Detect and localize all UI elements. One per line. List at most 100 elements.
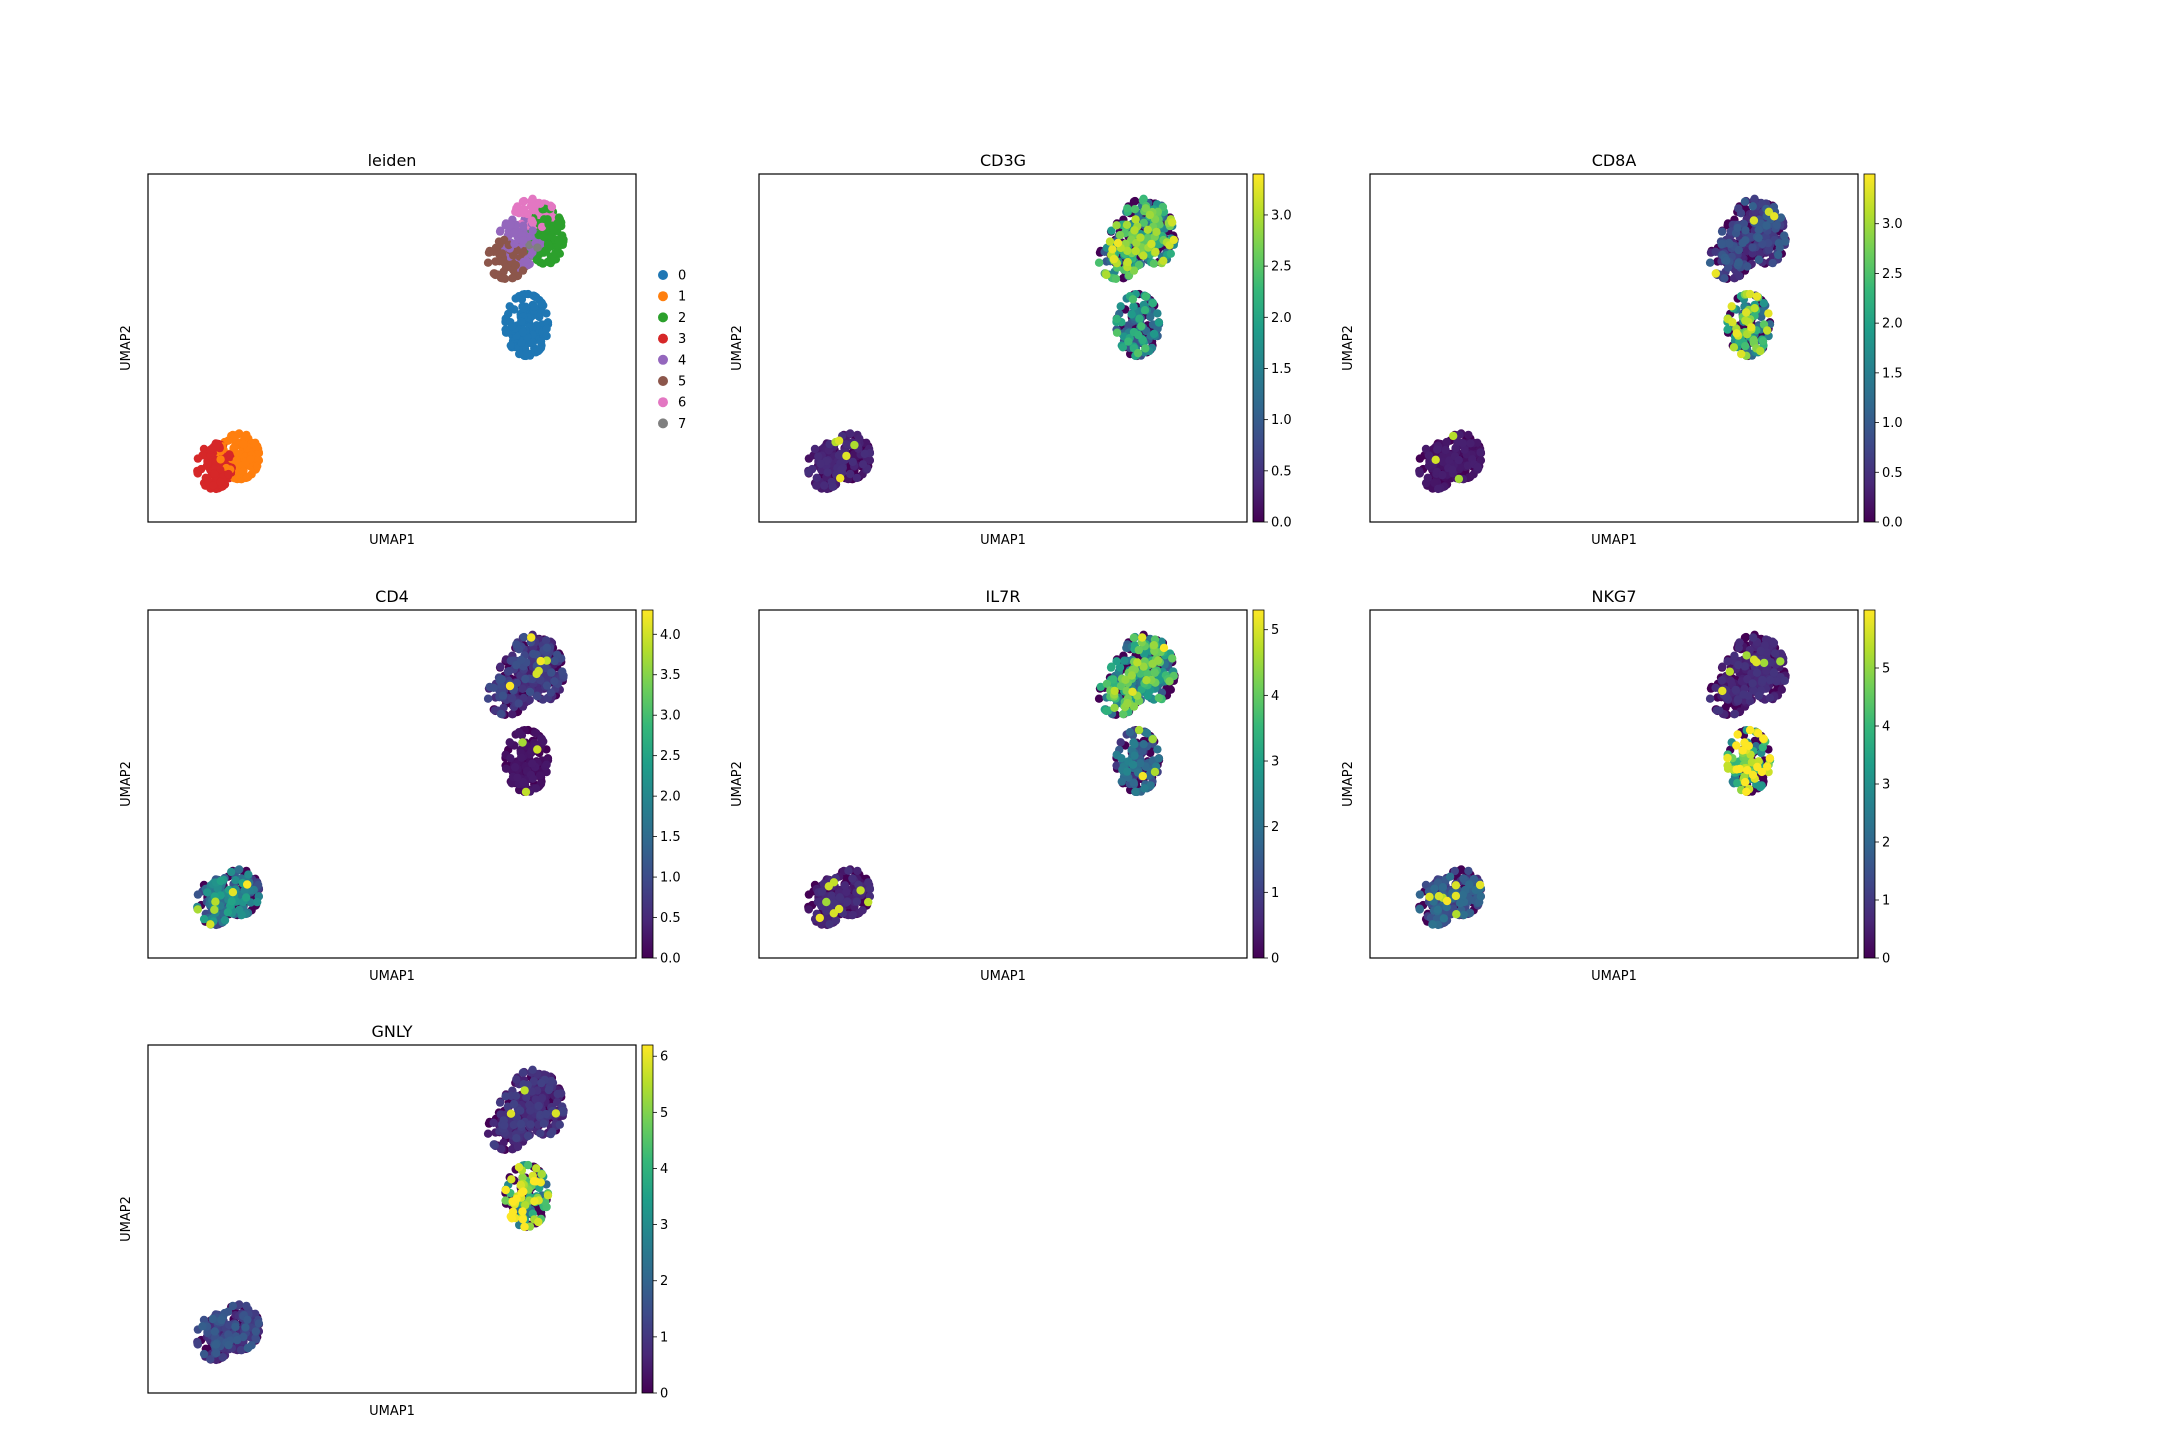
cell-point — [227, 867, 236, 877]
cell-point — [843, 897, 852, 906]
cell-point — [1458, 439, 1467, 448]
panel-title: IL7R — [986, 587, 1021, 606]
cell-point — [1147, 239, 1156, 249]
cell-point — [1466, 439, 1475, 448]
cell-point — [512, 660, 521, 670]
cell-point — [1128, 760, 1138, 769]
cell-point — [510, 239, 519, 248]
cell-point — [508, 710, 517, 719]
colorbar-tick-label: 3 — [1882, 778, 1890, 793]
cell-point — [1756, 346, 1765, 356]
cell-point — [203, 888, 212, 897]
colorbar-tick-label: 1.0 — [660, 871, 681, 886]
cell-point — [1112, 328, 1122, 337]
cell-point — [1168, 654, 1177, 663]
cell-point — [1754, 255, 1764, 264]
cell-point — [551, 248, 560, 257]
cell-point — [1140, 306, 1150, 315]
cell-point — [544, 1085, 554, 1095]
cell-point — [1742, 787, 1751, 796]
cell-point — [206, 920, 215, 929]
cell-point — [1741, 777, 1750, 787]
colorbar-tick-label: 2.0 — [1271, 311, 1292, 326]
cell-point — [537, 299, 546, 308]
cell-point — [554, 221, 563, 230]
cell-point — [518, 1068, 528, 1077]
cell-point — [1154, 318, 1164, 327]
colorbar-tick-label: 3 — [1271, 755, 1279, 770]
y-axis-label: UMAP2 — [119, 761, 134, 807]
scatter-points — [804, 194, 1179, 494]
cell-point — [246, 455, 255, 464]
cell-point — [530, 1197, 539, 1206]
colorbar-gradient — [641, 609, 654, 959]
cell-point — [1107, 662, 1116, 671]
cell-point — [1756, 782, 1765, 792]
y-axis-label: UMAP2 — [1341, 761, 1356, 807]
cell-point — [837, 465, 846, 474]
cell-point — [501, 1185, 510, 1195]
cell-point — [1441, 445, 1450, 455]
colorbar-tick-label: 1.0 — [1271, 413, 1292, 428]
cell-point — [553, 1089, 562, 1099]
cell-point — [193, 1339, 202, 1349]
cell-point — [542, 643, 552, 652]
cell-point — [817, 887, 826, 896]
cell-point — [508, 274, 517, 283]
cell-point — [1094, 258, 1104, 267]
cell-point — [1159, 643, 1169, 653]
cell-point — [1134, 725, 1144, 735]
cell-point — [235, 865, 244, 874]
cell-point — [516, 1106, 525, 1115]
cell-point — [815, 913, 824, 923]
cell-point — [848, 457, 857, 467]
cell-point — [810, 444, 820, 454]
cell-point — [1119, 710, 1128, 719]
cell-point — [848, 910, 857, 920]
colorbar-gradient — [641, 1044, 654, 1394]
cell-point — [1705, 258, 1715, 267]
cell-point — [835, 893, 844, 902]
cell-point — [1476, 448, 1485, 457]
cell-point — [536, 199, 545, 208]
cell-point — [1712, 706, 1722, 715]
cell-point — [1723, 753, 1732, 763]
cell-point — [558, 667, 567, 676]
cell-point — [498, 249, 507, 258]
cell-point — [1415, 468, 1424, 477]
panel-title: CD4 — [375, 587, 409, 606]
cell-point — [823, 468, 832, 477]
cell-point — [528, 774, 537, 783]
cell-point — [520, 1222, 529, 1232]
legend-label: 5 — [678, 375, 686, 390]
cell-point — [517, 317, 526, 326]
cell-point — [1451, 891, 1461, 901]
cell-point — [1742, 308, 1751, 317]
cell-point — [543, 257, 553, 267]
cell-point — [498, 691, 508, 700]
cell-point — [1140, 784, 1149, 793]
cell-point — [526, 1120, 535, 1129]
cell-point — [518, 1215, 528, 1224]
legend-label: 2 — [678, 311, 686, 326]
colorbar-tick-label: 3.0 — [1271, 208, 1292, 223]
cell-point — [521, 787, 531, 797]
scatter-points — [1415, 194, 1790, 494]
cell-point — [1748, 679, 1757, 688]
cell-point — [512, 640, 521, 649]
cell-point — [501, 263, 511, 272]
cell-point — [509, 228, 519, 238]
cell-point — [1130, 751, 1139, 760]
cell-point — [1749, 216, 1759, 225]
colorbar-tick-label: 1 — [1271, 886, 1279, 901]
cell-point — [1143, 691, 1153, 700]
cell-point — [1723, 657, 1732, 666]
cell-point — [1732, 329, 1741, 338]
cell-point — [1415, 905, 1425, 914]
cell-point — [514, 728, 524, 737]
cell-point — [489, 269, 498, 278]
cell-point — [198, 1322, 207, 1331]
cell-point — [1776, 657, 1785, 666]
cell-point — [225, 450, 234, 459]
